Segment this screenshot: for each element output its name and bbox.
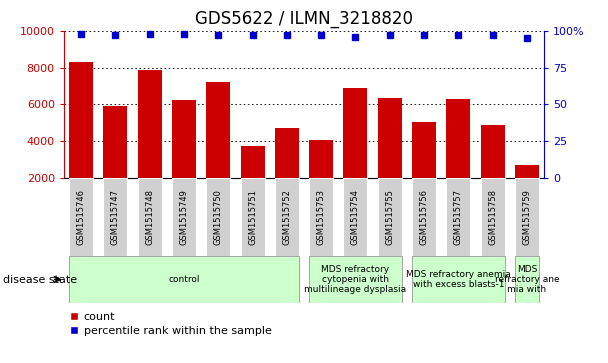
Text: MDS
refractory ane
mia with: MDS refractory ane mia with <box>495 265 559 294</box>
Text: control: control <box>168 275 199 284</box>
Bar <box>69 62 93 178</box>
Text: GSM1515754: GSM1515754 <box>351 189 360 245</box>
Bar <box>412 178 436 256</box>
Bar <box>172 178 196 256</box>
Text: GSM1515746: GSM1515746 <box>77 189 86 245</box>
Title: GDS5622 / ILMN_3218820: GDS5622 / ILMN_3218820 <box>195 10 413 28</box>
Bar <box>309 140 333 178</box>
Text: disease state: disease state <box>3 274 77 285</box>
Bar <box>172 100 196 178</box>
Bar <box>69 256 299 303</box>
Bar <box>206 82 230 178</box>
Text: GSM1515752: GSM1515752 <box>282 189 291 245</box>
Bar <box>412 256 505 303</box>
Bar <box>241 146 264 178</box>
Text: GSM1515758: GSM1515758 <box>488 189 497 245</box>
Text: GSM1515755: GSM1515755 <box>385 189 394 245</box>
Bar <box>309 178 333 256</box>
Text: GSM1515750: GSM1515750 <box>214 189 223 245</box>
Bar <box>275 178 299 256</box>
Text: GSM1515748: GSM1515748 <box>145 189 154 245</box>
Text: MDS refractory
cytopenia with
multilineage dysplasia: MDS refractory cytopenia with multilinea… <box>305 265 407 294</box>
Bar <box>137 70 162 178</box>
Text: GSM1515759: GSM1515759 <box>522 189 531 245</box>
Bar <box>344 88 367 178</box>
Bar <box>103 106 127 178</box>
Bar <box>241 178 264 256</box>
Bar <box>378 178 402 256</box>
Text: GSM1515747: GSM1515747 <box>111 189 120 245</box>
Bar <box>137 178 162 256</box>
Text: GSM1515749: GSM1515749 <box>179 189 188 245</box>
Text: GSM1515753: GSM1515753 <box>317 189 326 245</box>
Bar <box>446 178 471 256</box>
Bar <box>275 128 299 178</box>
Text: GSM1515757: GSM1515757 <box>454 189 463 245</box>
Bar <box>344 178 367 256</box>
Bar <box>309 256 402 303</box>
Legend: count, percentile rank within the sample: count, percentile rank within the sample <box>69 312 272 336</box>
Bar <box>378 98 402 178</box>
Bar <box>481 126 505 178</box>
Bar <box>69 178 93 256</box>
Bar <box>446 99 471 178</box>
Bar <box>515 165 539 178</box>
Text: GSM1515756: GSM1515756 <box>420 189 429 245</box>
Bar <box>103 178 127 256</box>
Bar <box>206 178 230 256</box>
Bar <box>481 178 505 256</box>
Bar <box>515 178 539 256</box>
Bar <box>412 122 436 178</box>
Text: GSM1515751: GSM1515751 <box>248 189 257 245</box>
Bar <box>515 256 539 303</box>
Text: MDS refractory anemia
with excess blasts-1: MDS refractory anemia with excess blasts… <box>406 270 511 289</box>
